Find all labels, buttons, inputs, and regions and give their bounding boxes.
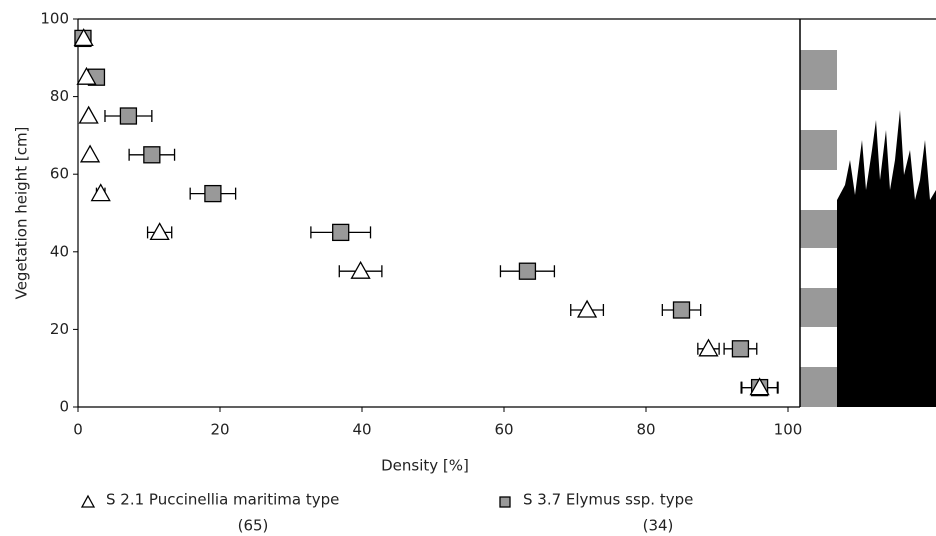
x-axis-label: Density [%] xyxy=(381,457,469,475)
x-tick-label: 80 xyxy=(636,421,655,439)
legend-label: S 3.7 Elymus ssp. type xyxy=(523,491,693,509)
triangle-marker xyxy=(73,28,94,47)
square-marker xyxy=(143,146,161,164)
vegetation-silhouette xyxy=(837,110,936,407)
square-marker xyxy=(204,184,222,203)
square-marker xyxy=(518,262,537,280)
legend-label: S 2.1 Puccinellia maritima type xyxy=(106,491,339,509)
y-tick-label: 100 xyxy=(40,10,69,28)
legend-marker xyxy=(499,496,511,508)
y-tick-label: 40 xyxy=(50,242,69,260)
x-tick-label: 0 xyxy=(73,421,83,439)
y-tick-label: 60 xyxy=(50,165,69,183)
stripe-scale xyxy=(800,19,837,407)
y-tick-label: 0 xyxy=(59,398,69,416)
y-axis-label: Vegetation height [cm] xyxy=(13,127,31,300)
triangle-marker xyxy=(749,377,770,396)
x-tick-label: 40 xyxy=(352,421,371,439)
y-tick-label: 80 xyxy=(50,87,69,105)
triangle-marker xyxy=(76,66,97,85)
x-tick-label: 100 xyxy=(774,421,803,439)
legend-marker xyxy=(80,494,96,508)
y-tick-label: 20 xyxy=(50,320,69,338)
triangle-marker xyxy=(350,260,371,279)
triangle-marker xyxy=(149,222,170,241)
triangle-marker xyxy=(576,299,598,318)
triangle-marker xyxy=(90,183,111,202)
triangle-marker xyxy=(79,144,101,163)
square-marker xyxy=(672,301,691,319)
square-marker xyxy=(731,340,750,358)
x-tick-label: 60 xyxy=(494,421,513,439)
square-marker xyxy=(119,107,138,125)
square-marker xyxy=(332,223,350,242)
triangle-marker xyxy=(698,338,719,357)
legend-note: (34) xyxy=(643,517,674,535)
triangle-marker xyxy=(78,105,99,124)
x-tick-label: 20 xyxy=(210,421,229,439)
legend-note: (65) xyxy=(238,517,269,535)
